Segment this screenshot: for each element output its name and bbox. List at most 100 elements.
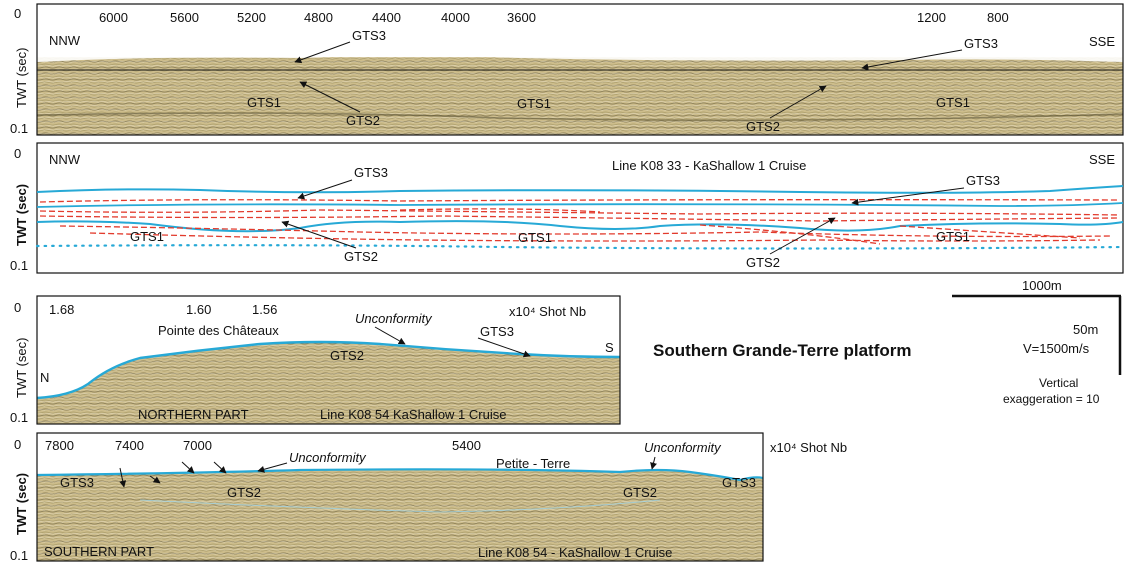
p2-horizon-gts3 xyxy=(36,185,1124,194)
p4-unit-label: x10⁴ Shot Nb xyxy=(770,440,847,455)
p4-place-label: Petite - Terre xyxy=(496,456,570,471)
p2-horizon-gts2 xyxy=(36,220,1124,233)
p1-tick-label: 3600 xyxy=(507,10,536,25)
p4-unconformity-label: Unconformity xyxy=(644,440,722,455)
p3-y-axis-label: TWT (sec) xyxy=(14,338,29,398)
p1-dir-right: SSE xyxy=(1089,34,1115,49)
p1-tick-labels: 6000 5600 5200 4800 4400 4000 3600 1200 … xyxy=(99,10,1009,25)
p2-arrow xyxy=(769,217,836,255)
p3-tick-label: 1.60 xyxy=(186,302,211,317)
p3-line-label: Line K08 54 KaShallow 1 Cruise xyxy=(320,407,506,422)
scale-velocity-label: V=1500m/s xyxy=(1023,341,1090,356)
p3-unit-label: x10⁴ Shot Nb xyxy=(509,304,586,319)
p4-tick-label: 7000 xyxy=(183,438,212,453)
p1-y-bottom: 0.1 xyxy=(10,121,28,136)
p2-arrow xyxy=(281,220,357,249)
p2-y-axis-label: TWT (sec) xyxy=(14,184,29,246)
p4-unconformity-label: Unconformity xyxy=(289,450,367,465)
p1-tick-label: 4800 xyxy=(304,10,333,25)
p1-tick-label: 5200 xyxy=(237,10,266,25)
p3-y-bottom: 0.1 xyxy=(10,410,28,425)
p4-arrow xyxy=(119,467,127,488)
p2-dir-right: SSE xyxy=(1089,152,1115,167)
p4-arrow xyxy=(213,461,227,474)
p4-tick-label: 7400 xyxy=(115,438,144,453)
p4-label-gts3: GTS3 xyxy=(60,475,94,490)
p2-reflectors xyxy=(39,199,1121,245)
p1-arrow xyxy=(769,85,827,119)
p4-arrow xyxy=(181,461,195,474)
p2-arrow xyxy=(297,179,353,200)
panel-1-seismic xyxy=(36,3,1124,136)
p1-tick-label: 1200 xyxy=(917,10,946,25)
scale-horizontal-label: 1000m xyxy=(1022,278,1062,293)
p3-label-gts3: GTS3 xyxy=(480,324,514,339)
p4-unconformity-horizon xyxy=(36,468,764,482)
p2-dir-left: NNW xyxy=(49,152,81,167)
p2-y-top: 0 xyxy=(14,146,21,161)
panel-4-seismic xyxy=(36,432,764,562)
p1-y-top: 0 xyxy=(14,6,21,21)
p3-dir-right: S xyxy=(605,340,614,355)
p4-tick-label: 5400 xyxy=(452,438,481,453)
p4-part-label: SOUTHERN PART xyxy=(44,544,154,559)
panel-1-frame xyxy=(36,3,1124,136)
p3-part-label: NORTHERN PART xyxy=(138,407,249,422)
exaggeration-label-2: exaggeration = 10 xyxy=(1003,392,1100,406)
p4-line-label: Line K08 54 - KaShallow 1 Cruise xyxy=(478,545,672,560)
p4-y-top: 0 xyxy=(14,437,21,452)
p3-arrow xyxy=(374,326,406,345)
panel-4-frame xyxy=(36,432,764,562)
p4-y-axis-label: TWT (sec) xyxy=(14,473,29,535)
p2-arrow xyxy=(851,187,965,206)
p1-label-gts3: GTS3 xyxy=(352,28,386,43)
p2-label-gts3: GTS3 xyxy=(354,165,388,180)
p4-y-bottom: 0.1 xyxy=(10,548,28,563)
p1-tick-label: 4400 xyxy=(372,10,401,25)
p4-label-gts2: GTS2 xyxy=(227,485,261,500)
p1-arrow xyxy=(861,49,963,71)
p3-tick-label: 1.56 xyxy=(252,302,277,317)
p3-unconformity-horizon xyxy=(36,340,621,400)
p3-y-top: 0 xyxy=(14,300,21,315)
p4-arrow xyxy=(650,456,657,470)
p4-arrow xyxy=(257,462,288,473)
p3-place-label: Pointe des Châteaux xyxy=(158,323,279,338)
figure-title: Southern Grande-Terre platform xyxy=(653,341,912,360)
p3-tick-label: 1.68 xyxy=(49,302,74,317)
p2-label-gts1: GTS1 xyxy=(518,230,552,245)
panel-3-frame xyxy=(36,295,621,425)
p3-unconformity-label: Unconformity xyxy=(355,311,433,326)
p1-tick-label: 5600 xyxy=(170,10,199,25)
p1-label-gts1: GTS1 xyxy=(936,95,970,110)
panel-2-frame xyxy=(36,142,1124,274)
p3-dir-left: N xyxy=(40,370,49,385)
p2-label-gts2: GTS2 xyxy=(344,249,378,264)
p2-horizon-top xyxy=(36,202,1124,208)
p3-label-gts2: GTS2 xyxy=(330,348,364,363)
p1-label-gts1: GTS1 xyxy=(517,96,551,111)
p1-arrow xyxy=(294,41,351,64)
p2-title: Line K08 33 - KaShallow 1 Cruise xyxy=(612,158,806,173)
p1-label-gts1: GTS1 xyxy=(247,95,281,110)
p1-label-gts2: GTS2 xyxy=(346,113,380,128)
p4-label-gts3: GTS3 xyxy=(722,475,756,490)
p1-tick-label: 800 xyxy=(987,10,1009,25)
p3-arrow xyxy=(477,337,531,358)
p4-tick-label: 7800 xyxy=(45,438,74,453)
p2-label-gts1: GTS1 xyxy=(936,229,970,244)
p1-dir-left: NNW xyxy=(49,33,81,48)
p2-horizon-base xyxy=(35,244,1125,250)
panel-2-interpretation xyxy=(35,142,1125,274)
p4-arrow xyxy=(149,475,161,484)
p2-label-gts3: GTS3 xyxy=(966,173,1000,188)
p2-label-gts2: GTS2 xyxy=(746,255,780,270)
scale-vertical-label: 50m xyxy=(1073,322,1098,337)
p1-label-gts3: GTS3 xyxy=(964,36,998,51)
p1-tick-label: 4000 xyxy=(441,10,470,25)
exaggeration-label-1: Vertical xyxy=(1039,376,1078,390)
p4-label-gts2: GTS2 xyxy=(623,485,657,500)
p1-y-axis-label: TWT (sec) xyxy=(14,48,29,108)
p1-label-gts2: GTS2 xyxy=(746,119,780,134)
